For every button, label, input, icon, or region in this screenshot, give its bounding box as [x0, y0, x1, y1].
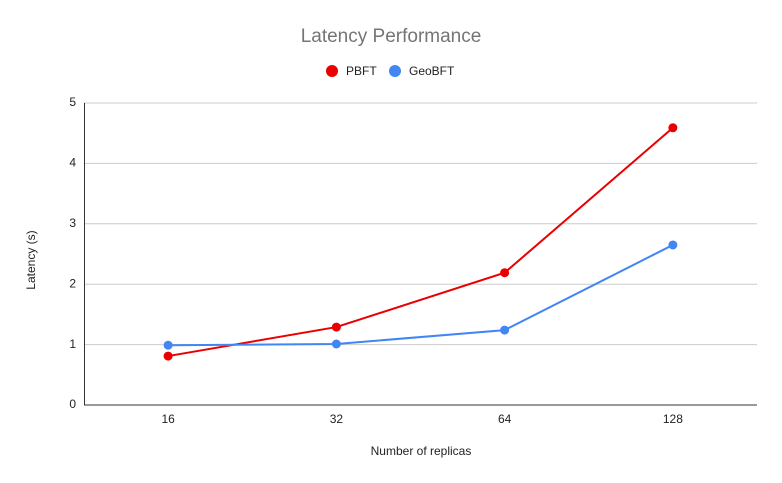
legend-label: GeoBFT [409, 64, 455, 78]
x-tick-label: 128 [663, 412, 683, 426]
data-point [668, 240, 678, 250]
chart-title: Latency Performance [301, 26, 482, 47]
y-tick-label: 1 [69, 337, 76, 351]
y-tick-label: 3 [69, 216, 76, 230]
data-point [668, 123, 678, 133]
data-point [331, 322, 341, 332]
x-axis-label: Number of replicas [371, 444, 472, 458]
y-tick-label: 0 [69, 397, 76, 411]
y-tick-label: 4 [69, 156, 76, 170]
x-tick-label: 64 [498, 412, 512, 426]
data-point [163, 340, 173, 350]
y-axis-label: Latency (s) [24, 230, 38, 289]
data-point [500, 325, 510, 335]
data-point [500, 268, 510, 278]
series-line [167, 127, 674, 358]
data-point [163, 351, 173, 361]
x-tick-label: 32 [330, 412, 344, 426]
y-tick-label: 5 [69, 95, 76, 109]
data-point [331, 339, 341, 349]
series-line [168, 244, 674, 347]
legend-marker [326, 65, 338, 77]
x-tick-label: 16 [161, 412, 175, 426]
legend-label: PBFT [346, 64, 377, 78]
legend-marker [389, 65, 401, 77]
y-tick-label: 2 [69, 276, 76, 290]
